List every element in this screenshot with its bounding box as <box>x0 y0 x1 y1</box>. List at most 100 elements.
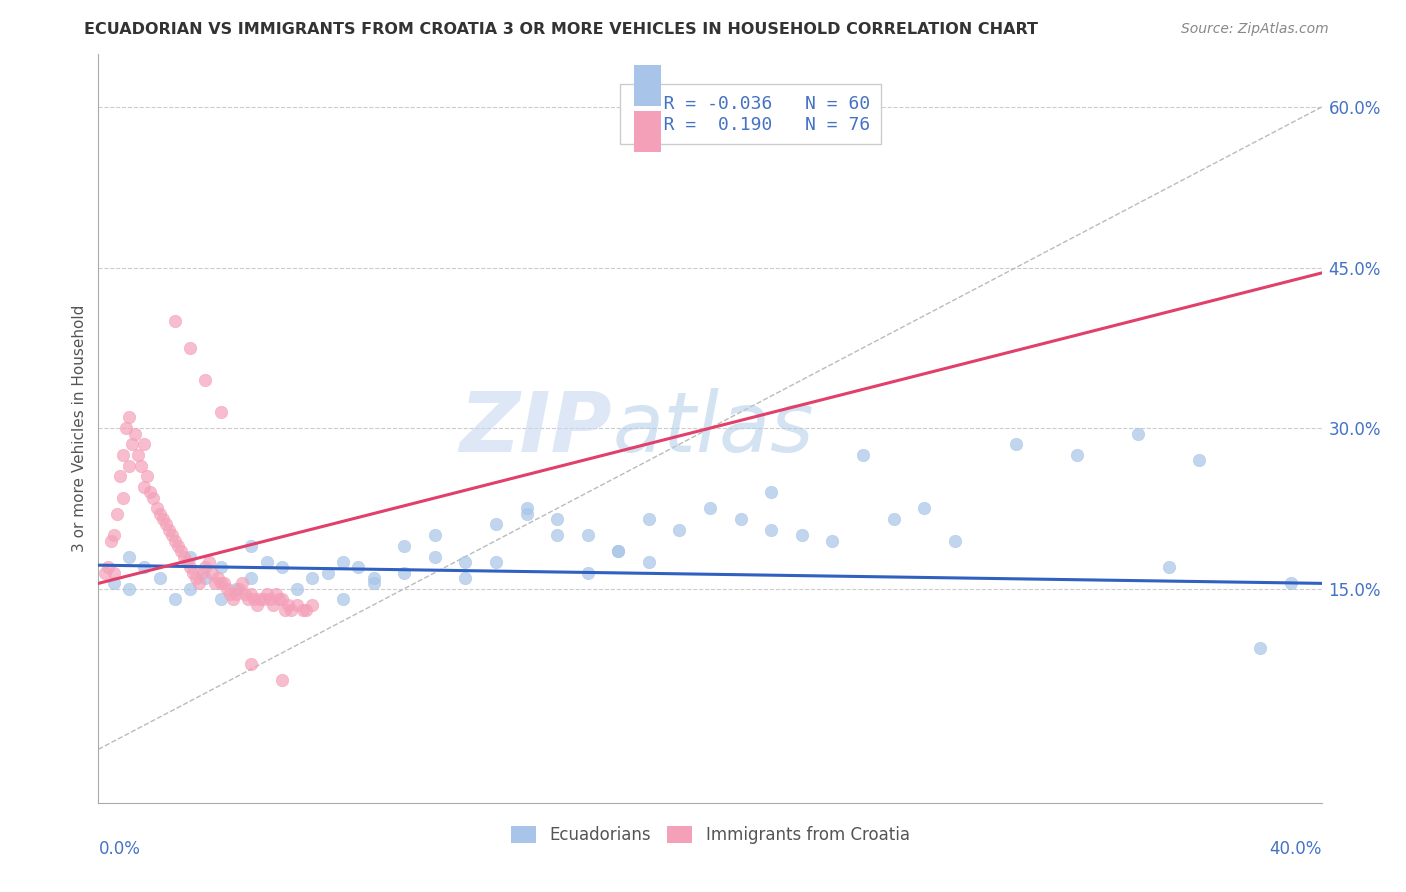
Point <box>243 592 266 607</box>
Point <box>163 533 186 548</box>
Point <box>228 582 250 596</box>
Point <box>576 566 599 580</box>
Point <box>285 598 308 612</box>
Point <box>233 587 256 601</box>
Text: Source: ZipAtlas.com: Source: ZipAtlas.com <box>1181 22 1329 37</box>
Point <box>179 341 201 355</box>
Point <box>194 571 217 585</box>
Point <box>155 517 177 532</box>
Text: 40.0%: 40.0% <box>1270 840 1322 858</box>
Point <box>212 576 235 591</box>
Point <box>392 566 416 580</box>
Point <box>264 587 287 601</box>
Point <box>246 598 269 612</box>
Point <box>209 560 232 574</box>
Point <box>134 437 156 451</box>
Point <box>332 592 354 607</box>
Point <box>485 517 508 532</box>
Point <box>115 421 138 435</box>
Point <box>134 480 156 494</box>
Point <box>142 491 165 505</box>
Point <box>152 512 174 526</box>
Text: atlas: atlas <box>612 388 814 468</box>
Point <box>191 566 214 580</box>
Point <box>179 582 201 596</box>
Point <box>163 592 186 607</box>
Point <box>301 571 323 585</box>
Point <box>209 576 232 591</box>
Point <box>194 560 217 574</box>
Point <box>238 592 260 607</box>
Point <box>186 571 208 585</box>
Point <box>821 533 844 548</box>
Point <box>292 603 315 617</box>
Point <box>240 571 263 585</box>
Point <box>759 523 782 537</box>
Point <box>943 533 966 548</box>
Point <box>118 458 141 473</box>
Point <box>1128 426 1150 441</box>
Point <box>231 576 253 591</box>
Point <box>103 528 125 542</box>
Point <box>730 512 752 526</box>
Y-axis label: 3 or more Vehicles in Household: 3 or more Vehicles in Household <box>72 304 87 552</box>
Point <box>274 603 297 617</box>
Text: 0.0%: 0.0% <box>98 840 141 858</box>
Point <box>668 523 690 537</box>
Point <box>163 314 186 328</box>
Point <box>1157 560 1180 574</box>
Point <box>118 582 141 596</box>
Point <box>188 576 211 591</box>
Point <box>118 549 141 564</box>
Point <box>270 592 292 607</box>
Point <box>1004 437 1026 451</box>
Point <box>277 598 299 612</box>
Point <box>194 373 217 387</box>
Point <box>423 528 446 542</box>
Point <box>883 512 905 526</box>
Point <box>173 549 195 564</box>
Point <box>332 555 354 569</box>
Point <box>516 507 538 521</box>
Point <box>699 501 721 516</box>
Point <box>240 587 263 601</box>
Point <box>209 405 232 419</box>
Point <box>225 582 247 596</box>
Point <box>1066 448 1088 462</box>
Point <box>136 469 159 483</box>
Bar <box>634 112 661 153</box>
Text: R = -0.036   N = 60
   R =  0.190   N = 76: R = -0.036 N = 60 R = 0.190 N = 76 <box>630 95 870 134</box>
Point <box>259 592 281 607</box>
Point <box>108 469 131 483</box>
Point <box>105 507 128 521</box>
Point <box>546 512 568 526</box>
Point <box>301 598 323 612</box>
Point <box>316 566 339 580</box>
Point <box>179 549 201 564</box>
Point <box>363 571 385 585</box>
Text: ZIP: ZIP <box>460 388 612 468</box>
Point <box>97 560 120 574</box>
Point <box>118 410 141 425</box>
Point <box>204 576 226 591</box>
Point <box>607 544 630 558</box>
Point <box>129 458 152 473</box>
Point <box>607 544 630 558</box>
Point <box>454 571 477 585</box>
Point <box>1188 453 1211 467</box>
Point <box>270 673 292 687</box>
Point <box>179 560 201 574</box>
Point <box>197 555 219 569</box>
Point <box>181 566 204 580</box>
Point <box>222 592 245 607</box>
Point <box>637 555 661 569</box>
Point <box>100 533 122 548</box>
Legend: Ecuadorians, Immigrants from Croatia: Ecuadorians, Immigrants from Croatia <box>503 819 917 851</box>
Point <box>93 566 115 580</box>
Point <box>363 576 385 591</box>
Point <box>790 528 813 542</box>
Point <box>176 555 198 569</box>
Point <box>215 582 238 596</box>
Point <box>249 592 271 607</box>
Point <box>103 576 125 591</box>
